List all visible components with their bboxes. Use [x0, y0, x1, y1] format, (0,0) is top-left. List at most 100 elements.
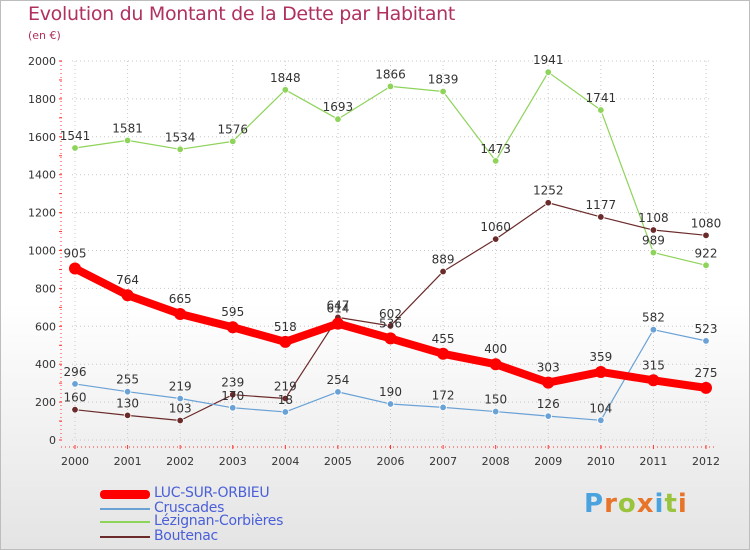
data-label-cruscades: 104 [589, 401, 612, 415]
data-point-cruscades [71, 380, 79, 388]
data-point-lezignan-corbieres [597, 106, 605, 114]
data-label-cruscades: 150 [484, 393, 507, 407]
x-tick-label: 2010 [587, 455, 615, 468]
data-point-boutenac [544, 199, 552, 207]
data-point-boutenac [281, 394, 290, 403]
data-point-luc-sur-orbieu [594, 365, 607, 378]
proxiti-logo: Proxiti [584, 489, 688, 519]
data-label-lezignan-corbieres: 1693 [323, 100, 354, 114]
data-point-boutenac [71, 405, 79, 414]
data-label-boutenac: 1177 [586, 198, 617, 212]
data-label-luc-sur-orbieu: 359 [589, 350, 612, 364]
data-point-cruscades [229, 404, 237, 412]
data-label-luc-sur-orbieu: 275 [695, 366, 718, 380]
data-point-cruscades [439, 403, 447, 412]
data-label-luc-sur-orbieu: 595 [221, 305, 244, 319]
y-tick-label: 1600 [28, 131, 56, 144]
y-tick-label: 1400 [28, 169, 56, 182]
data-label-lezignan-corbieres: 989 [642, 234, 665, 248]
data-label-boutenac: 602 [379, 307, 402, 321]
data-label-boutenac: 1060 [480, 220, 511, 234]
data-label-cruscades: 296 [64, 365, 87, 379]
data-label-lezignan-corbieres: 1741 [586, 91, 617, 105]
data-point-lezignan-corbieres [439, 87, 447, 96]
chart-subtitle: (en €) [28, 29, 61, 42]
legend-label-luc: LUC-SUR-ORBIEU [154, 485, 270, 501]
data-point-lezignan-corbieres [281, 86, 290, 94]
data-label-lezignan-corbieres: 1839 [428, 73, 459, 87]
data-label-boutenac: 219 [274, 379, 297, 393]
data-point-boutenac [386, 322, 395, 330]
data-point-lezignan-corbieres [123, 136, 132, 145]
data-point-lezignan-corbieres [702, 261, 710, 269]
data-point-luc-sur-orbieu [384, 332, 397, 345]
data-point-cruscades [334, 388, 342, 396]
data-label-luc-sur-orbieu: 518 [274, 320, 297, 334]
data-point-boutenac [176, 416, 184, 425]
data-label-boutenac: 647 [326, 298, 349, 312]
data-label-lezignan-corbieres: 1541 [60, 129, 91, 143]
x-tick-label: 2003 [219, 455, 247, 468]
data-label-lezignan-corbieres: 1941 [533, 53, 564, 67]
data-label-luc-sur-orbieu: 536 [379, 316, 402, 330]
data-label-luc-sur-orbieu: 315 [642, 358, 665, 372]
x-tick-label: 2006 [377, 455, 405, 468]
y-tick-label: 1200 [28, 207, 56, 220]
data-label-lezignan-corbieres: 922 [695, 246, 718, 260]
legend-item-lezignan: Lézignan-Corbières [100, 513, 360, 530]
x-tick-label: 2000 [61, 455, 89, 468]
legend-swatch-cruscades [100, 508, 150, 510]
data-label-boutenac: 103 [169, 401, 192, 415]
data-point-luc-sur-orbieu [331, 317, 344, 330]
data-point-cruscades [544, 412, 552, 420]
data-point-lezignan-corbieres [334, 115, 342, 123]
data-point-cruscades [491, 407, 500, 416]
x-tick-label: 2012 [692, 455, 720, 468]
y-tick-label: 200 [35, 396, 56, 409]
data-label-luc-sur-orbieu: 764 [116, 273, 139, 287]
legend-swatch-luc [100, 490, 150, 499]
data-point-boutenac [123, 411, 132, 420]
data-label-boutenac: 1080 [691, 216, 722, 230]
data-label-boutenac: 1108 [638, 211, 669, 225]
data-label-cruscades: 18 [278, 393, 293, 407]
data-label-luc-sur-orbieu: 614 [326, 302, 349, 316]
data-point-cruscades [123, 387, 132, 396]
y-tick-label: 1000 [28, 245, 56, 258]
data-label-cruscades: 582 [642, 311, 665, 325]
data-point-cruscades [597, 416, 605, 424]
data-label-cruscades: 254 [326, 373, 349, 387]
data-point-luc-sur-orbieu [174, 307, 187, 320]
y-tick-label: 0 [49, 434, 56, 447]
x-tick-label: 2005 [324, 455, 352, 468]
data-point-cruscades [702, 337, 710, 345]
data-label-lezignan-corbieres: 1576 [217, 122, 248, 136]
data-point-boutenac [649, 226, 658, 234]
x-tick-label: 2001 [114, 455, 142, 468]
data-label-cruscades: 255 [116, 373, 139, 387]
data-point-luc-sur-orbieu [489, 358, 502, 371]
data-label-luc-sur-orbieu: 400 [484, 342, 507, 356]
data-label-luc-sur-orbieu: 665 [169, 292, 192, 306]
data-label-boutenac: 1252 [533, 184, 564, 198]
legend-item-cruscades: Cruscades [100, 500, 360, 517]
data-point-boutenac [491, 235, 500, 243]
data-point-lezignan-corbieres [491, 157, 500, 165]
x-tick-label: 2004 [271, 455, 299, 468]
legend-label-lezignan: Lézignan-Corbières [154, 513, 284, 529]
data-label-cruscades: 523 [695, 322, 718, 336]
data-point-luc-sur-orbieu [279, 335, 292, 348]
data-label-luc-sur-orbieu: 303 [537, 361, 560, 375]
x-tick-label: 2002 [166, 455, 194, 468]
data-label-boutenac: 160 [64, 391, 87, 405]
data-label-lezignan-corbieres: 1581 [112, 121, 143, 135]
data-label-lezignan-corbieres: 1473 [480, 142, 511, 156]
data-point-luc-sur-orbieu [226, 321, 239, 334]
data-label-boutenac: 130 [116, 396, 139, 410]
x-tick-label: 2009 [534, 455, 562, 468]
chart-title: Evolution du Montant de la Dette par Hab… [28, 3, 456, 25]
data-point-lezignan-corbieres [386, 82, 395, 91]
data-point-boutenac [597, 213, 605, 221]
